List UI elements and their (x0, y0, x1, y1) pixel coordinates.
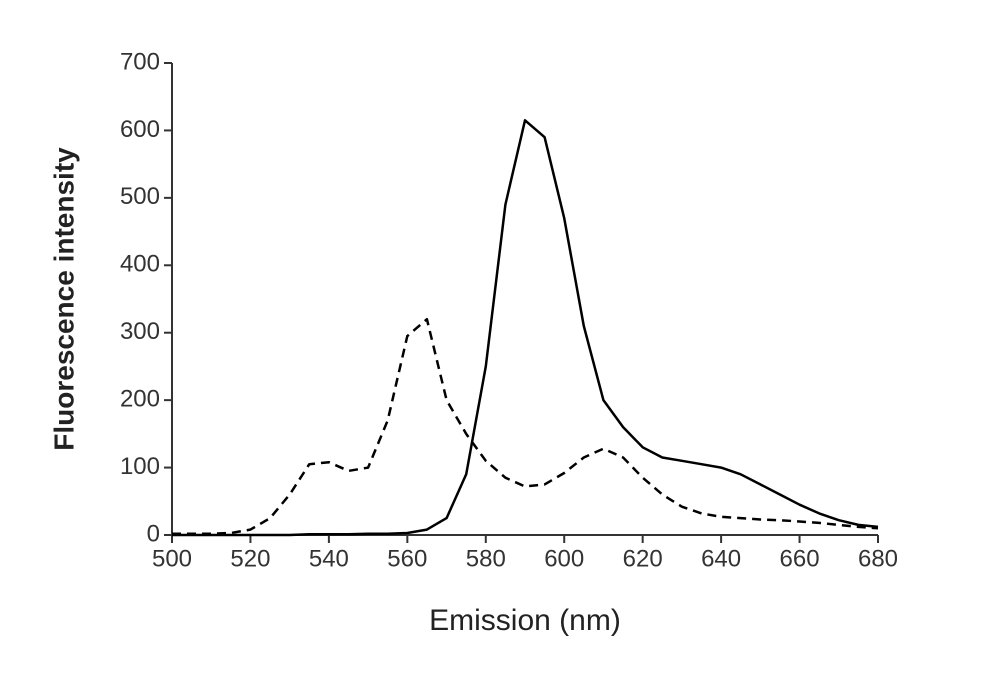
series-line (172, 317, 879, 535)
y-axis-title: Fluorescence intensity (48, 147, 79, 451)
x-tick-label: 640 (701, 545, 741, 572)
y-tick-label: 400 (120, 251, 160, 278)
x-tick-label: 660 (780, 545, 820, 572)
series-line (172, 119, 879, 537)
y-tick-label: 300 (120, 318, 160, 345)
y-tick-label: 0 (147, 520, 160, 547)
x-tick-label: 560 (387, 545, 427, 572)
x-tick-label: 540 (309, 545, 349, 572)
x-tick-label: 600 (544, 545, 584, 572)
y-tick-label: 500 (120, 183, 160, 210)
x-axis-title: Emission (nm) (429, 604, 621, 637)
x-tick-label: 520 (230, 545, 270, 572)
y-tick-label: 200 (120, 385, 160, 412)
y-tick-label: 600 (120, 116, 160, 143)
x-tick-label: 500 (152, 545, 192, 572)
y-tick-label: 100 (120, 453, 160, 480)
y-tick-label: 700 (120, 48, 160, 75)
x-tick-label: 680 (858, 545, 898, 572)
x-tick-label: 580 (466, 545, 506, 572)
x-tick-label: 620 (623, 545, 663, 572)
